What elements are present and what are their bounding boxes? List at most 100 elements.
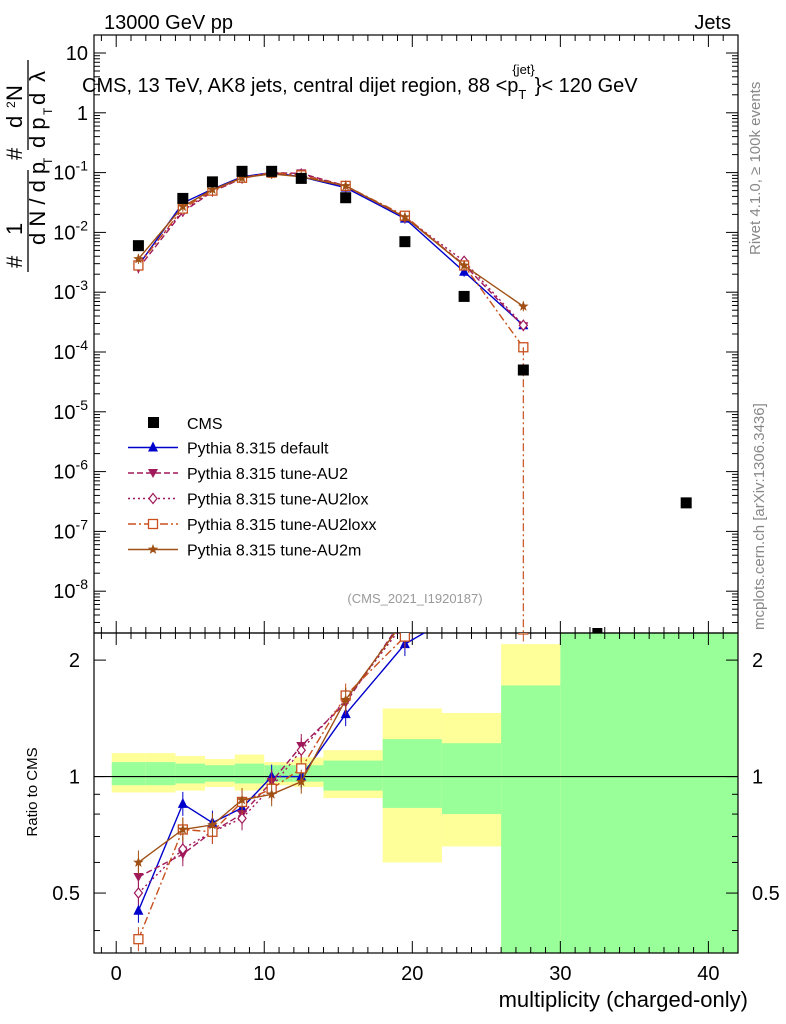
series-marker-4-8	[458, 260, 470, 270]
cms-point-8	[458, 290, 470, 302]
legend-label-0: Pythia 8.315 default	[187, 441, 329, 458]
series-marker-4-3	[236, 172, 248, 183]
y-tick-label-base: 10	[53, 581, 75, 603]
y-tick-label-exponent: -2	[76, 217, 89, 233]
x-tick-label-10: 10	[253, 963, 275, 985]
y-tick-label-1: 1	[77, 103, 88, 125]
series-marker-2-9	[518, 319, 529, 332]
ratio-line-0	[137, 633, 426, 912]
y-tick-label-exponent: -7	[76, 516, 89, 532]
y-tick-label-base: 10	[53, 342, 75, 364]
ratio-marker-4-8	[459, 570, 469, 580]
cms-point-0	[132, 240, 144, 252]
ratio-marker-3-8	[460, 582, 469, 591]
y-tick-label-base: 10	[53, 521, 75, 543]
svg-text:d p: d p	[25, 117, 50, 148]
x-tick-label-0: 0	[111, 963, 122, 985]
rivet-version-label: Rivet 4.1.0, ≥ 100k events	[747, 82, 764, 255]
ratio-y-axis-title: Ratio to CMS	[24, 747, 41, 836]
series-line-4	[137, 173, 524, 307]
svg-text:d: d	[25, 93, 50, 105]
ratio-tick-label-right-1: 1	[752, 767, 763, 789]
stat-uncertainty-band-4	[234, 763, 265, 784]
ratio-marker-4-2	[207, 819, 218, 830]
ratio-marker-2-3	[237, 812, 247, 825]
header-category: Jets	[694, 12, 731, 34]
ratio-line-4	[137, 633, 396, 863]
header-energy: 13000 GeV pp	[104, 12, 233, 34]
y-tick-label-exponent: -6	[76, 457, 89, 473]
svg-text:#: #	[2, 147, 27, 160]
legend-cms-label: CMS	[187, 416, 223, 433]
series-line-2	[137, 172, 524, 326]
ratio-uncertainty-bands	[94, 633, 738, 953]
legend-label-4: Pythia 8.315 tune-AU2m	[187, 543, 361, 560]
plot-title-sup: {jet}	[512, 62, 535, 77]
svg-text:d: d	[2, 116, 27, 128]
y-tick-label-exponent: -3	[76, 277, 89, 293]
y-tick-label-exponent: -5	[76, 397, 89, 413]
ratio-tick-label-left-1: 1	[69, 767, 80, 789]
mcplots-label: mcplots.cern.ch [arXiv:1306.3436]	[751, 403, 768, 630]
ratio-marker-3-0	[133, 934, 144, 945]
svg-text:#: #	[2, 255, 27, 268]
legend-label-3: Pythia 8.315 tune-AU2loxx	[187, 517, 376, 534]
ratio-line-3	[137, 633, 411, 940]
ratio-marker-4-1	[177, 824, 189, 834]
ratio-tick-label-right-2: 2	[752, 650, 763, 672]
ratio-line-2	[137, 633, 398, 894]
legend: CMS Pythia 8.315 default Pythia 8.315 tune…	[128, 416, 376, 560]
ratio-marker-4-0	[133, 856, 144, 867]
stat-uncertainty-band-1	[145, 762, 176, 786]
plot-title-sub: T	[518, 87, 526, 102]
series-marker-4-1	[177, 201, 189, 212]
stat-uncertainty-band-9	[441, 743, 502, 815]
legend-label-2: Pythia 8.315 tune-AU2lox	[187, 492, 368, 509]
ratio-marker-2-5	[296, 744, 307, 757]
ratio-tick-label-left-0.5: 0.5	[52, 883, 80, 905]
ratio-marker-2-0	[133, 887, 144, 900]
ratio-marker-4-7	[400, 614, 410, 624]
legend-marker-4	[147, 544, 159, 554]
ratio-marker-4-4	[266, 788, 277, 799]
cms-point-10	[592, 628, 603, 633]
ratio-tick-label-right-0.5: 0.5	[752, 883, 780, 905]
analysis-tag: (CMS_2021_I1920187)	[347, 591, 482, 606]
y-tick-label-base: 10	[53, 163, 75, 185]
y-tick-label-10^-3: 10-3	[53, 277, 88, 304]
x-tick-label-20: 20	[401, 963, 423, 985]
cms-point-5	[295, 172, 307, 184]
ratio-marker-0-0	[133, 904, 144, 915]
y-tick-label-10^-7: 10-7	[53, 516, 88, 543]
x-axis-title: multiplicity (charged-only)	[499, 987, 748, 1012]
plot-title-tail: }< 120 GeV	[535, 75, 639, 97]
cms-point-7	[399, 236, 411, 248]
plot-title-main: CMS, 13 TeV, AK8 jets, central dijet reg…	[82, 75, 518, 97]
series-marker-4-6	[340, 180, 351, 191]
y-tick-label-10^-4: 10-4	[53, 337, 88, 364]
ratio-marker-2-1	[178, 843, 188, 855]
y-tick-label-base: 10	[53, 282, 75, 304]
plot-title: CMS, 13 TeV, AK8 jets, central dijet reg…	[82, 62, 638, 102]
legend-label-1: Pythia 8.315 tune-AU2	[187, 466, 348, 483]
y-tick-label-10^-2: 10-2	[53, 217, 88, 244]
ratio-line-1	[138, 633, 395, 878]
cms-point-4	[266, 165, 278, 177]
legend-marker-0	[148, 441, 158, 452]
svg-text:T: T	[41, 157, 55, 165]
legend-cms-marker	[148, 417, 159, 428]
ratio-marker-4-5	[296, 776, 307, 787]
series-line-0	[137, 171, 524, 326]
x-tick-label-30: 30	[549, 963, 571, 985]
main-y-axis-title: # 1 d N / d p T # d 2 N d p T d λ	[2, 60, 55, 272]
ratio-marker-1-8	[459, 572, 469, 581]
ratio-marker-4-3	[236, 794, 248, 805]
series-marker-4-2	[207, 184, 218, 194]
cms-point-1	[177, 192, 189, 204]
axis-ticks	[94, 34, 739, 953]
ratio-marker-1-7	[400, 612, 410, 621]
svg-text:λ: λ	[25, 71, 50, 82]
x-tick-label-40: 40	[697, 963, 719, 985]
main-series-group	[133, 166, 529, 633]
ratio-marker-4-6	[340, 694, 351, 705]
